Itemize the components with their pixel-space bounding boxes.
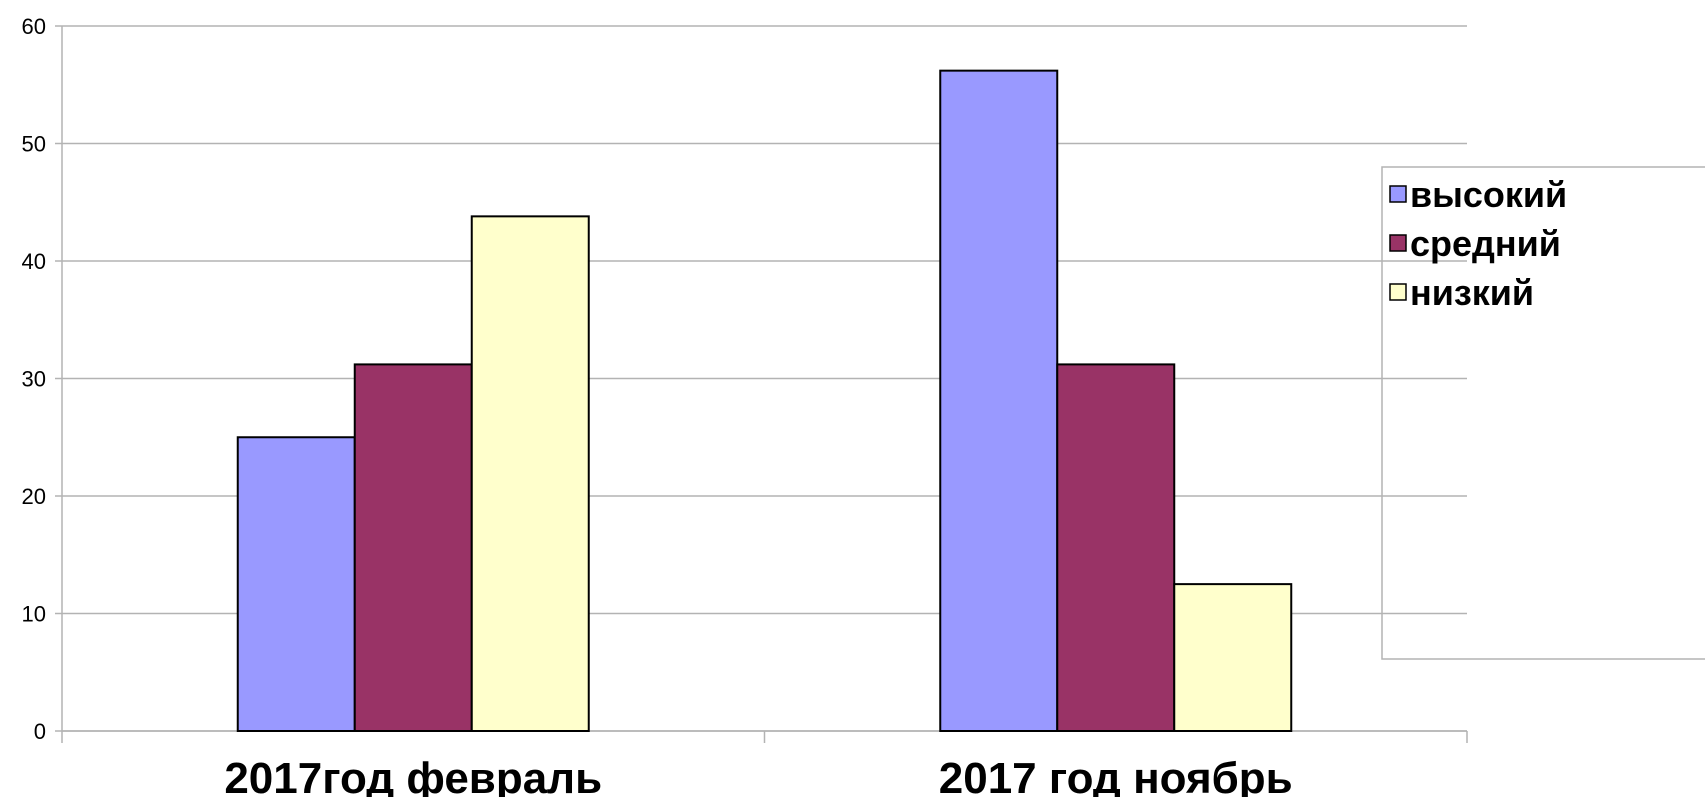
bar-2-1 — [353, 363, 473, 732]
legend-label: низкий — [1410, 272, 1534, 313]
bars — [236, 69, 1293, 733]
y-tick-label: 30 — [22, 367, 46, 392]
legend-frame — [1381, 166, 1705, 660]
y-axis-ticks: 0 10 20 30 40 50 60 — [22, 14, 62, 744]
y-tick-label: 20 — [22, 484, 46, 509]
y-tick-label: 0 — [34, 719, 46, 744]
y-tick-label: 60 — [22, 14, 46, 39]
y-tick-label: 50 — [22, 132, 46, 157]
legend-label: средний — [1410, 223, 1561, 264]
bar-3-1 — [470, 215, 590, 733]
x-axis-labels: 2017год февраль 2017 год ноябрь — [224, 754, 1292, 797]
bar-2-2 — [1056, 363, 1176, 732]
legend: высокий средний низкий — [1381, 166, 1705, 660]
bar-1-1 — [236, 436, 356, 732]
legend-label: высокий — [1410, 174, 1567, 215]
bar-3-2 — [1173, 583, 1293, 732]
legend-swatch — [1389, 185, 1407, 203]
y-tick-label: 10 — [22, 602, 46, 627]
x-category-label: 2017год февраль — [224, 754, 602, 797]
x-category-label: 2017 год ноябрь — [939, 754, 1293, 797]
legend-swatch — [1389, 234, 1407, 252]
legend-swatch — [1389, 283, 1407, 301]
bar-1-2 — [939, 69, 1059, 732]
y-tick-label: 40 — [22, 249, 46, 274]
